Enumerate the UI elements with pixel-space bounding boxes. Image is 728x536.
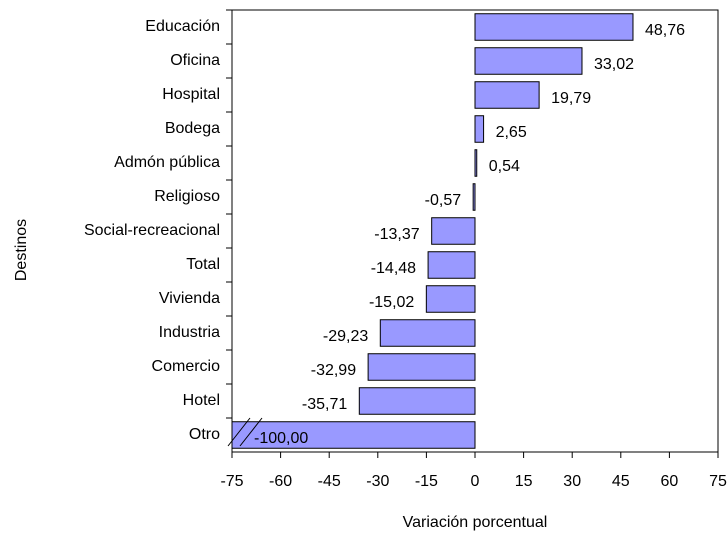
data-label: 2,65: [496, 124, 527, 141]
bar-group: [232, 13, 634, 449]
data-label: 0,54: [489, 158, 520, 175]
data-label: -15,02: [369, 294, 414, 311]
data-label: -14,48: [371, 260, 416, 277]
x-tick-label: 30: [563, 473, 581, 490]
x-tick-label: -15: [415, 473, 438, 490]
x-tick-label: -75: [220, 473, 243, 490]
axis-break: [227, 417, 251, 447]
y-tick-label: Admón pública: [114, 154, 220, 171]
bar: [358, 387, 476, 415]
x-tick-label: 75: [709, 473, 727, 490]
x-tick-label: 45: [612, 473, 630, 490]
y-tick-label: Educación: [145, 18, 220, 35]
y-axis-title: Destinos: [13, 219, 30, 281]
bar: [474, 81, 540, 109]
y-tick-label: Vivienda: [159, 290, 220, 307]
bar: [474, 115, 485, 143]
y-tick-label: Comercio: [152, 358, 221, 375]
data-label: 33,02: [594, 56, 634, 73]
bar: [379, 319, 476, 347]
y-tick-label: Total: [186, 256, 220, 273]
data-label: -35,71: [302, 396, 347, 413]
data-label: 48,76: [645, 22, 685, 39]
bar: [425, 285, 476, 313]
y-tick-label: Hotel: [183, 392, 220, 409]
bar: [472, 183, 476, 211]
y-tick-label: Bodega: [165, 120, 220, 137]
x-tick-label: 60: [661, 473, 679, 490]
x-tick-label: -60: [269, 473, 292, 490]
data-label: 19,79: [551, 90, 591, 107]
bar: [474, 47, 583, 75]
data-label: -0,57: [425, 192, 462, 209]
axis-break: [239, 417, 263, 447]
x-tick-label: -45: [318, 473, 341, 490]
data-label: -100,00: [254, 430, 308, 447]
bar: [232, 421, 476, 449]
data-label: -13,37: [374, 226, 419, 243]
data-label: -32,99: [311, 362, 356, 379]
x-tick-label: 15: [515, 473, 533, 490]
bar: [367, 353, 476, 381]
bar: [474, 149, 478, 177]
y-tick-label: Oficina: [170, 52, 220, 69]
y-tick-label: Religioso: [154, 188, 220, 205]
y-tick-label: Otro: [189, 426, 220, 443]
x-axis-title: Variación porcentual: [403, 514, 548, 531]
y-tick-label: Social-recreacional: [84, 222, 220, 239]
y-tick-label: Industria: [159, 324, 220, 341]
y-tick-label: Hospital: [162, 86, 220, 103]
x-tick-label: 0: [471, 473, 480, 490]
bar: [474, 13, 634, 41]
bar: [427, 251, 476, 279]
x-tick-label: -30: [366, 473, 389, 490]
data-label: -29,23: [323, 328, 368, 345]
bar: [431, 217, 476, 245]
